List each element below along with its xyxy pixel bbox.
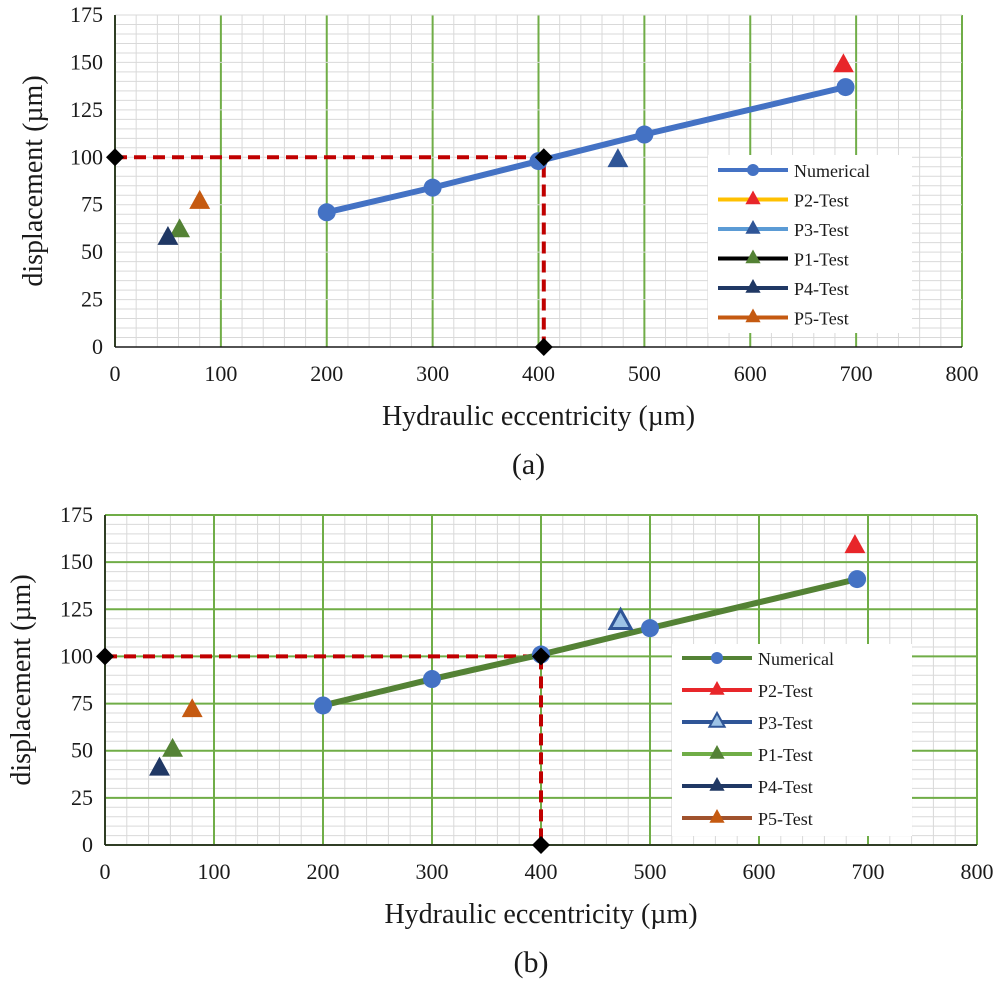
chart-panel-b: 0 100 200 300 400 500 600 700 800 0 25 50 75 100 125 15… — [0, 494, 997, 988]
x-tick-label: 700 — [852, 859, 885, 884]
legend-marker — [709, 681, 725, 695]
legend-marker — [745, 249, 761, 264]
x-tick-label: 800 — [946, 361, 979, 386]
test-point-p2-test — [832, 53, 854, 73]
numerical-point — [641, 619, 659, 638]
x-tick-label: 0 — [100, 859, 111, 884]
x-tick-label: 0 — [110, 361, 121, 386]
x-tick-label: 200 — [310, 361, 343, 386]
numerical-point — [635, 125, 654, 144]
legend-label: P2-Test — [794, 191, 849, 211]
x-tick-label: 600 — [734, 361, 767, 386]
y-tick-label: 100 — [60, 643, 93, 668]
numerical-point — [848, 570, 867, 589]
y-tick-label: 150 — [70, 49, 103, 74]
legend-marker — [709, 745, 725, 759]
test-point-p5-test — [189, 189, 211, 209]
panel-label: (b) — [514, 946, 549, 979]
numerical-point — [836, 78, 855, 97]
test-point-p3-test — [607, 606, 634, 631]
guide-diamond-marker — [106, 148, 124, 167]
test-point-p2-test — [844, 534, 866, 554]
y-tick-label: 100 — [70, 144, 103, 169]
legend-label: P3-Test — [758, 713, 813, 733]
guide-diamond-marker — [534, 148, 553, 167]
legend-label: P1-Test — [758, 745, 813, 765]
numerical-point — [423, 670, 441, 689]
legend-marker — [711, 652, 723, 664]
numerical-point — [314, 696, 332, 715]
y-tick-label: 50 — [71, 738, 93, 763]
legend-label: P5-Test — [794, 309, 849, 329]
x-tick-label: 200 — [307, 859, 340, 884]
y-tick-label: 0 — [82, 832, 93, 857]
legend-marker — [709, 809, 725, 823]
test-point-p1-test — [162, 737, 184, 757]
legend-label: P1-Test — [794, 250, 849, 270]
y-tick-label: 50 — [81, 239, 103, 264]
legend-label: P2-Test — [758, 681, 813, 701]
y-tick-label: 25 — [71, 785, 93, 810]
x-tick-label: 400 — [525, 859, 558, 884]
legend-label: P4-Test — [758, 777, 813, 797]
legend-marker — [745, 220, 761, 234]
legend-marker — [747, 164, 759, 176]
legend-marker — [745, 279, 761, 293]
legend-marker — [709, 777, 725, 791]
legend-label: Numerical — [794, 161, 870, 181]
test-point-p4-test — [157, 225, 179, 245]
y-tick-label: 125 — [60, 596, 93, 621]
chart-panel-a: 0 100 200 300 400 500 600 700 800 0 25 50 75 100 125 15… — [18, 2, 979, 481]
legend-box — [672, 644, 912, 836]
y-tick-label: 150 — [60, 549, 93, 574]
x-tick-label: 100 — [198, 859, 231, 884]
legend-label: P3-Test — [794, 220, 849, 240]
test-point-p5-test — [181, 698, 203, 718]
x-tick-label: 100 — [204, 361, 237, 386]
y-tick-label: 175 — [60, 502, 93, 527]
legend-marker — [745, 190, 761, 205]
x-tick-label: 300 — [416, 361, 449, 386]
legend-box — [708, 155, 912, 333]
panel-label: (a) — [512, 448, 545, 481]
x-tick-label: 500 — [628, 361, 661, 386]
x-axis-title: Hydraulic eccentricity (µm) — [384, 899, 697, 930]
guide-diamond-marker — [96, 647, 114, 666]
x-tick-label: 500 — [634, 859, 667, 884]
legend-label: P5-Test — [758, 809, 813, 829]
numerical-point — [317, 203, 336, 222]
guide-dashed-line — [105, 654, 543, 845]
chart-a-svg: 0 100 200 300 400 500 600 700 800 0 25 50 75 100 125 15… — [18, 2, 979, 481]
chart-b-svg: 0 100 200 300 400 500 600 700 800 0 25 50 75 100 125 15… — [6, 502, 994, 979]
x-tick-label: 800 — [961, 859, 994, 884]
legend-label: P4-Test — [794, 279, 849, 299]
y-tick-label: 75 — [81, 192, 103, 217]
x-tick-label: 700 — [840, 361, 873, 386]
y-tick-label: 175 — [70, 2, 103, 27]
guide-diamond-marker — [532, 836, 550, 854]
y-tick-label: 125 — [70, 97, 103, 122]
x-axis-title: Hydraulic eccentricity (µm) — [382, 401, 695, 432]
y-tick-label: 75 — [71, 691, 93, 716]
legend-label: Numerical — [758, 649, 834, 669]
test-point-p1-test — [169, 218, 191, 238]
legend-marker — [707, 710, 727, 728]
y-tick-label: 0 — [92, 334, 103, 359]
y-tick-label: 25 — [81, 287, 103, 312]
x-tick-label: 400 — [522, 361, 555, 386]
test-point-p4-test — [149, 756, 170, 776]
guide-diamond-marker — [532, 647, 550, 666]
y-axis-title: displacement (µm) — [18, 75, 49, 286]
test-point-p3-test — [607, 148, 629, 168]
x-tick-label: 600 — [743, 859, 776, 884]
y-axis-title: displacement (µm) — [6, 574, 37, 785]
x-tick-label: 300 — [416, 859, 449, 884]
legend-marker — [745, 308, 761, 323]
numerical-point — [423, 178, 442, 197]
guide-diamond-marker — [534, 338, 553, 356]
